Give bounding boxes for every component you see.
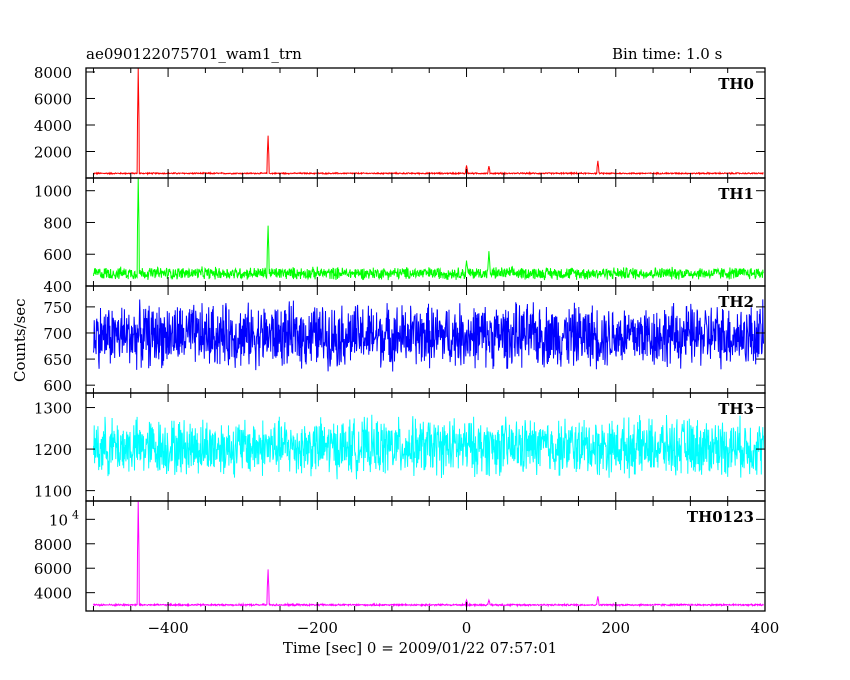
series-line-th0123 [93,500,764,608]
y-tick-label-exponent: 4 [72,508,79,521]
y-tick-label: 1200 [34,441,72,459]
x-tick-label: 0 [462,619,472,637]
y-tick-label: 750 [43,299,72,317]
y-tick-label: 800 [43,214,72,232]
series-line-th1 [93,177,764,281]
y-tick-label: 6000 [34,90,72,108]
series-line-th3 [93,414,764,480]
y-tick-label: 10 [49,511,68,529]
y-tick-label: 1000 [34,183,72,201]
x-tick-label: −200 [297,619,338,637]
y-tick-label: 1300 [34,400,72,418]
y-tick-label: 4000 [34,117,72,135]
y-tick-label: 6000 [34,560,72,578]
panel-frame-th0123 [85,500,766,612]
x-axis-label: Time [sec] 0 = 2009/01/22 07:57:01 [0,639,850,657]
y-tick-label: 2000 [34,143,72,161]
y-tick-label: 650 [43,351,72,369]
panel-label-th0: TH0 [718,75,754,93]
y-tick-label: 600 [43,377,72,395]
y-tick-label: 8000 [34,64,72,82]
series-line-th0 [93,67,764,176]
panel-label-th3: TH3 [718,400,754,418]
y-tick-label: 600 [43,246,72,264]
x-tick-label: 400 [751,619,780,637]
panel-label-th0123: TH0123 [687,508,754,526]
x-tick-label: −400 [147,619,188,637]
y-tick-label: 1100 [34,483,72,501]
y-tick-label: 400 [43,278,72,296]
y-tick-label: 4000 [34,585,72,603]
chart-title: ae090122075701_wam1_trn [86,45,302,63]
series-line-th2 [93,299,764,372]
bin-time-label: Bin time: 1.0 s [612,45,723,63]
x-axis-label-text: Time [sec] 0 = 2009/01/22 07:57:01 [282,639,558,657]
y-tick-label: 700 [43,325,72,343]
y-tick-label: 8000 [34,536,72,554]
panel-label-th2: TH2 [718,293,754,311]
panel-frame-th0 [85,67,766,179]
panel-label-th1: TH1 [718,185,754,203]
x-tick-label: 200 [601,619,630,637]
